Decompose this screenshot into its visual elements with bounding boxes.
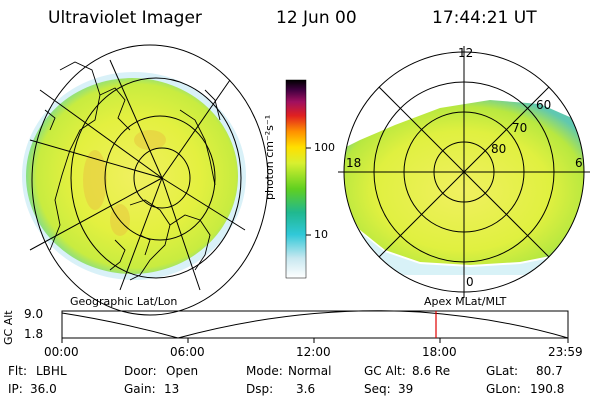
mlt-label-18: 18 — [346, 156, 362, 170]
image-time: 17:44:21 UT — [432, 8, 537, 28]
ip-value: 36.0 — [30, 382, 57, 396]
door-value: Open — [166, 364, 199, 378]
colorbar — [285, 79, 311, 279]
glon-label: GLon: — [486, 382, 521, 396]
mlt-label-12: 12 — [458, 46, 474, 60]
gain-value: 13 — [164, 382, 180, 396]
instrument-title: Ultraviolet Imager — [48, 8, 202, 28]
mlat-label-80: 80 — [491, 142, 507, 156]
altitude-ymin: 1.8 — [24, 327, 44, 341]
altitude-plot-frame — [61, 310, 569, 339]
x-tick-0600: 06:00 — [170, 345, 205, 359]
auroral-emission — [26, 78, 238, 274]
glat-label: GLat: — [486, 364, 519, 378]
x-tick-2359: 23:59 — [548, 345, 583, 359]
coastlines — [44, 61, 221, 281]
gcalt-label: GC Alt: — [364, 364, 406, 378]
colorbar-scale — [285, 79, 307, 279]
polar-ticks — [338, 46, 590, 298]
flt-label: Flt: — [8, 364, 27, 378]
x-tick-1800: 18:00 — [422, 345, 457, 359]
seq-value: 39 — [398, 382, 414, 396]
mlt-label-6: 6 — [575, 156, 583, 170]
mode-label: Mode: — [246, 364, 283, 378]
altitude-curve — [61, 310, 569, 339]
x-tick-0000: 00:00 — [44, 345, 79, 359]
apex-caption: Apex MLat/MLT — [424, 295, 507, 308]
glon-value: 190.8 — [530, 382, 565, 396]
dsp-value: 3.6 — [296, 382, 316, 396]
colorbar-tick-10-label: 10 — [314, 228, 328, 241]
magnetic-polar-map — [338, 46, 590, 298]
flt-value: LBHL — [36, 364, 67, 378]
polar-grid — [343, 51, 585, 293]
mlt-label-0: 0 — [466, 275, 474, 289]
seq-label: Seq: — [364, 382, 391, 396]
ip-label: IP: — [8, 382, 23, 396]
geographic-caption: Geographic Lat/Lon — [70, 295, 178, 308]
x-tick-1200: 12:00 — [296, 345, 331, 359]
colorbar-tick-100-label: 100 — [314, 141, 335, 154]
altitude-plot — [61, 310, 569, 343]
auroral-oval — [344, 100, 584, 265]
altitude-ymax: 9.0 — [24, 307, 44, 321]
mode-value: Normal — [288, 364, 332, 378]
gcalt-value: 8.6 Re — [412, 364, 451, 378]
mlat-label-70: 70 — [512, 121, 528, 135]
geographic-map — [22, 44, 269, 316]
mlat-label-60: 60 — [536, 98, 552, 112]
altitude-ylabel: GC Alt — [2, 310, 15, 345]
gain-label: Gain: — [124, 382, 156, 396]
glat-value: 80.7 — [536, 364, 563, 378]
dsp-label: Dsp: — [246, 382, 274, 396]
door-label: Door: — [124, 364, 157, 378]
image-date: 12 Jun 00 — [276, 8, 357, 28]
colorbar-unit-label: photon cm⁻²s⁻¹ — [263, 114, 276, 200]
geographic-grid — [29, 44, 269, 316]
altitude-x-ticks — [61, 338, 569, 343]
